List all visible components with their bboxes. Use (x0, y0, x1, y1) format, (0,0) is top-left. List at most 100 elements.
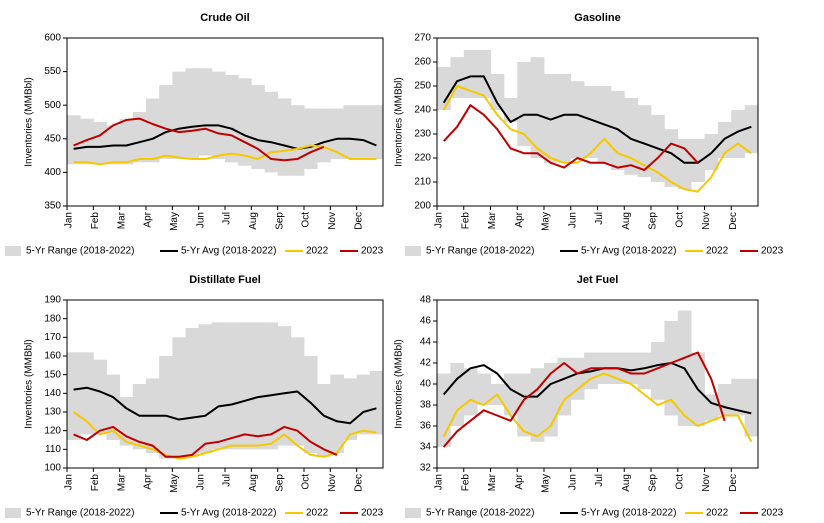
legend-label: 5-Yr Range (2018-2022) (26, 246, 134, 257)
legend-label: 2023 (761, 508, 784, 519)
legend-label: 5-Yr Avg (2018-2022) (181, 246, 276, 257)
y-tick-label: 260 (414, 57, 431, 68)
range-band (517, 62, 532, 146)
legend-label: 5-Yr Range (2018-2022) (426, 246, 534, 257)
x-tick-label: Feb (460, 474, 471, 492)
range-band (744, 378, 759, 437)
range-band (717, 384, 732, 416)
x-tick-label: Jul (594, 474, 605, 487)
range-band (490, 74, 505, 110)
y-tick-label: 400 (44, 167, 61, 178)
x-tick-label: Apr (143, 473, 154, 489)
legend-label: 2023 (361, 246, 384, 257)
x-tick-label: Jan (64, 474, 75, 490)
range-band (343, 378, 358, 440)
x-tick-label: Nov (327, 212, 338, 230)
range-band (744, 105, 759, 154)
plot-frame (66, 299, 384, 469)
y-tick-label: 140 (44, 388, 61, 399)
range-band (691, 138, 705, 182)
range-band (570, 81, 585, 158)
range-band (317, 384, 331, 457)
range-band (463, 368, 478, 416)
x-tick-label: Jun (195, 212, 206, 228)
y-tick-label: 550 (44, 66, 61, 77)
range-band (172, 337, 186, 459)
x-tick-label: Jun (567, 212, 578, 228)
range-band (132, 111, 147, 163)
chart-title: Jet Fuel (577, 274, 619, 286)
range-band (437, 66, 451, 110)
range-band (450, 363, 465, 426)
range-band (277, 98, 292, 176)
y-tick-label: 38 (420, 400, 432, 411)
y-tick-label: 170 (44, 332, 61, 343)
range-band (477, 373, 491, 405)
range-band (277, 326, 292, 446)
legend-label: 5-Yr Range (2018-2022) (26, 508, 134, 519)
x-tick-label: May (169, 212, 180, 231)
y-axis-label: Inventories (MMBbl) (394, 339, 405, 428)
x-tick-label: Oct (301, 212, 312, 228)
x-tick-label: Mar (487, 211, 498, 229)
legend-swatch (405, 246, 421, 256)
range-band (67, 115, 81, 165)
range-band (264, 322, 279, 450)
y-tick-label: 36 (420, 421, 432, 432)
series-line (73, 386, 377, 425)
plot-frame (66, 37, 384, 207)
x-tick-label: May (169, 474, 180, 493)
series-line (442, 75, 752, 164)
legend-swatch (405, 508, 421, 518)
range-band (356, 105, 371, 159)
legend-swatch (5, 508, 21, 518)
legend-label: 2022 (706, 508, 729, 519)
y-tick-label: 44 (420, 337, 432, 348)
range-band (317, 108, 331, 163)
series-line (442, 372, 753, 443)
range-band (304, 356, 318, 454)
y-tick-label: 130 (44, 407, 61, 418)
range-band (704, 394, 719, 421)
x-tick-label: Jun (567, 474, 578, 490)
range-band (159, 85, 173, 159)
x-tick-label: Jul (594, 212, 605, 225)
range-band (225, 322, 239, 450)
y-tick-label: 32 (420, 463, 432, 474)
series-line (73, 117, 325, 162)
x-tick-label: Oct (301, 474, 312, 490)
y-tick-label: 120 (44, 425, 61, 436)
x-tick-label: Dec (728, 212, 739, 230)
x-tick-label: Dec (728, 474, 739, 492)
range-band (624, 352, 639, 384)
x-tick-label: Jan (434, 474, 445, 490)
range-band (664, 321, 679, 416)
x-tick-label: Nov (701, 212, 712, 230)
range-band (637, 105, 652, 178)
range-band (198, 324, 213, 454)
range-band (80, 352, 94, 435)
y-tick-label: 48 (420, 295, 432, 306)
chart-title: Distillate Fuel (189, 274, 261, 286)
range-band (731, 378, 746, 416)
range-band (159, 356, 173, 459)
range-band (570, 357, 585, 400)
series-line (442, 362, 752, 415)
legend-label: 2022 (306, 246, 329, 257)
range-band (238, 322, 252, 450)
range-band (369, 370, 384, 435)
legend-label: 2022 (706, 246, 729, 257)
plot-frame (436, 299, 759, 469)
legend-label: 2022 (306, 508, 329, 519)
series-line (442, 104, 699, 171)
range-band (557, 357, 572, 416)
range-band (290, 105, 305, 176)
x-tick-label: Aug (621, 212, 632, 230)
legend-swatch (5, 246, 21, 256)
x-tick-label: Feb (90, 474, 101, 492)
range-band (330, 374, 344, 454)
y-tick-label: 46 (420, 316, 432, 327)
chart-title: Crude Oil (200, 12, 250, 24)
range-band (146, 98, 160, 163)
y-tick-label: 42 (420, 358, 432, 369)
